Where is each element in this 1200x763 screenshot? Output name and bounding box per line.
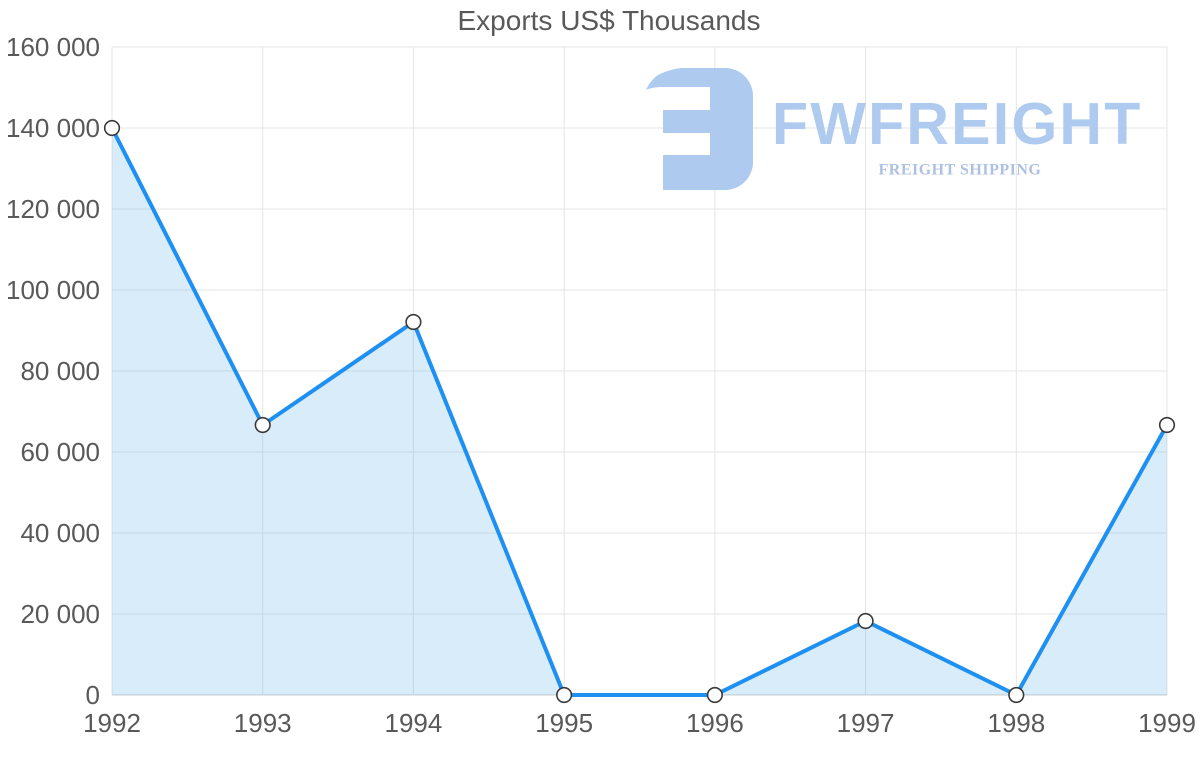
svg-text:100 000: 100 000 [6,275,100,305]
svg-text:1992: 1992 [83,708,141,738]
svg-text:1995: 1995 [535,708,593,738]
svg-text:1994: 1994 [385,708,443,738]
svg-text:40 000: 40 000 [20,518,100,548]
svg-text:120 000: 120 000 [6,194,100,224]
svg-text:1997: 1997 [837,708,895,738]
svg-text:140 000: 140 000 [6,113,100,143]
svg-text:0: 0 [86,680,100,710]
svg-text:1996: 1996 [686,708,744,738]
svg-text:20 000: 20 000 [20,599,100,629]
svg-text:60 000: 60 000 [20,437,100,467]
svg-text:FREIGHT SHIPPING: FREIGHT SHIPPING [879,162,1042,179]
svg-text:80 000: 80 000 [20,356,100,386]
svg-text:1999: 1999 [1138,708,1196,738]
svg-text:FWFREIGHT: FWFREIGHT [772,91,1142,157]
svg-text:1993: 1993 [234,708,292,738]
svg-text:1998: 1998 [987,708,1045,738]
